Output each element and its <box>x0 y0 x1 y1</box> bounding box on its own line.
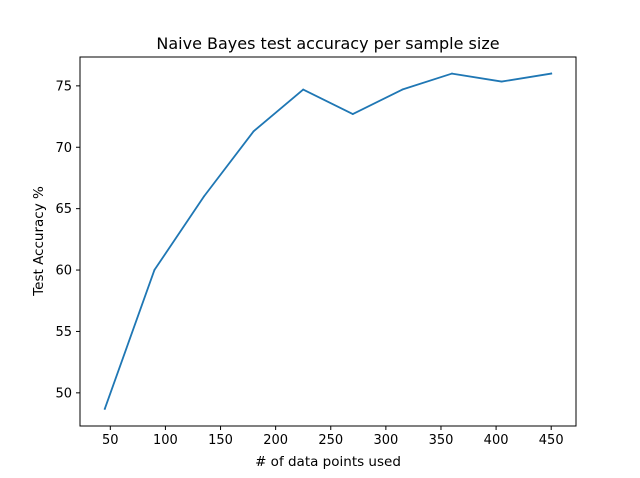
data-point <box>302 88 305 91</box>
data-point <box>153 269 156 271</box>
x-tick-label: 250 <box>318 433 343 448</box>
y-axis-label: Test Accuracy % <box>31 186 47 297</box>
data-point <box>451 72 453 75</box>
data-point <box>401 88 404 91</box>
x-tick-label: 150 <box>208 433 233 448</box>
data-point <box>351 113 354 115</box>
data-point <box>203 195 205 198</box>
x-tick-label: 450 <box>539 433 564 448</box>
data-point <box>103 407 106 410</box>
x-axis-label: # of data points used <box>255 454 401 470</box>
x-tick-label: 200 <box>263 433 288 448</box>
y-tick-label: 55 <box>55 325 72 340</box>
x-axis-ticks: 50 100 150 200 250 300 350 400 450 <box>102 426 564 448</box>
data-point <box>550 72 553 75</box>
x-tick-label: 350 <box>429 433 454 448</box>
y-tick-label: 75 <box>55 79 72 94</box>
y-tick-label: 60 <box>55 264 72 279</box>
data-point <box>252 130 255 133</box>
x-tick-label: 400 <box>484 433 509 448</box>
series-line <box>103 72 553 410</box>
data-point <box>500 80 503 83</box>
axes-frame <box>79 56 577 427</box>
chart-title: Naive Bayes test accuracy per sample siz… <box>156 34 499 53</box>
y-tick-label: 65 <box>55 202 72 217</box>
y-axis-ticks: 50 55 60 65 70 75 <box>55 79 80 401</box>
x-tick-label: 50 <box>102 433 119 448</box>
x-tick-label: 100 <box>153 433 178 448</box>
y-tick-label: 50 <box>55 386 72 401</box>
y-tick-label: 70 <box>55 141 72 156</box>
series-layer <box>103 72 553 410</box>
x-tick-label: 300 <box>373 433 398 448</box>
